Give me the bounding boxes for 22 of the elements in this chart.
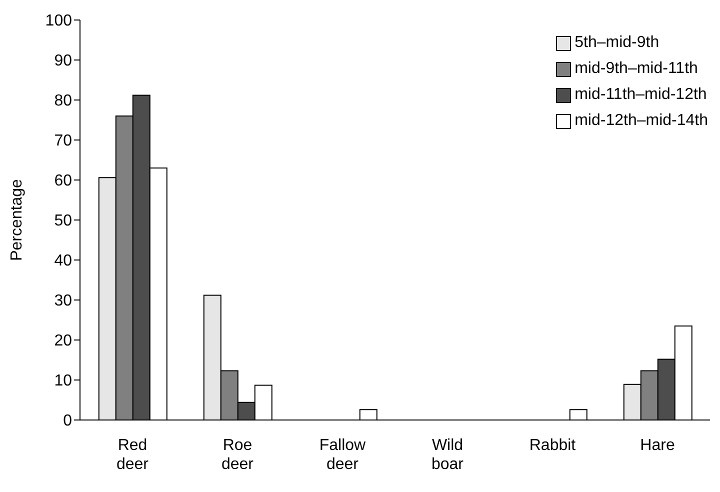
legend-label: mid-11th–mid-12th <box>574 85 707 105</box>
y-tick-label: 70 <box>54 132 72 150</box>
y-tick-label: 10 <box>54 372 72 390</box>
y-tick-label: 80 <box>54 92 72 110</box>
y-tick-label: 60 <box>54 172 72 190</box>
x-tick-label: Wild boar <box>431 437 464 473</box>
y-tick-label: 0 <box>63 412 72 430</box>
x-tick-label: Red deer <box>116 437 150 473</box>
legend-label: mid-9th–mid-11th <box>574 59 698 79</box>
y-tick-label: 90 <box>54 52 72 70</box>
x-tick-label: Hare <box>640 437 675 454</box>
x-tick-label: Rabbit <box>529 437 576 454</box>
y-tick-label: 20 <box>54 332 72 350</box>
y-axis-title: Percentage <box>8 178 26 261</box>
x-tick-label: Fallow deer <box>319 437 366 473</box>
y-tick-label: 100 <box>45 12 72 30</box>
legend-label: mid-12th–mid-14th <box>574 111 708 131</box>
y-tick-label: 50 <box>54 212 72 230</box>
y-tick-label: 30 <box>54 292 72 310</box>
legend-label: 5th–mid-9th <box>574 33 660 53</box>
x-tick-label: Roe deer <box>221 437 254 473</box>
y-tick-label: 40 <box>54 252 72 270</box>
